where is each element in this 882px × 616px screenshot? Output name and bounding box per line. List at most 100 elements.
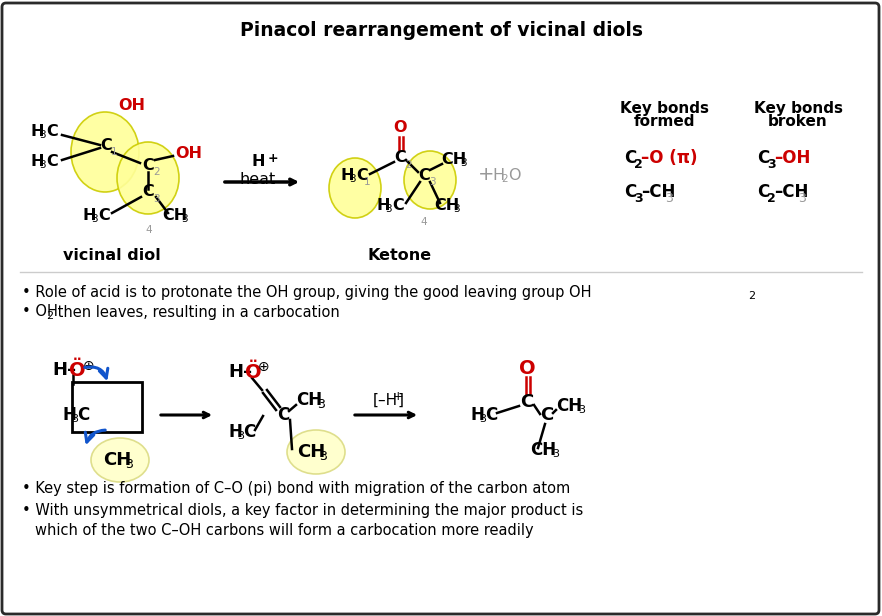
Text: H: H [30,124,43,139]
Ellipse shape [91,438,149,482]
Text: 3: 3 [317,397,325,410]
Text: H: H [376,198,390,213]
Text: 3: 3 [71,414,78,424]
Text: C: C [418,168,430,182]
Text: formed: formed [634,115,696,129]
Text: 3: 3 [319,450,327,463]
Text: 3: 3 [153,194,160,204]
Text: C: C [394,150,406,166]
Text: C: C [624,183,636,201]
Text: Key bonds: Key bonds [621,100,709,116]
Text: C: C [277,406,289,424]
Text: C: C [98,208,109,222]
Text: 3: 3 [634,192,643,205]
Text: OH: OH [118,97,145,113]
Text: 3: 3 [237,431,244,441]
Text: C: C [77,406,89,424]
Text: H: H [82,208,95,222]
Text: • Role of acid is to protonate the OH group, giving the good leaving group OH: • Role of acid is to protonate the OH gr… [22,285,592,299]
Text: CH: CH [434,198,460,213]
Text: +: + [478,166,495,185]
Text: 2: 2 [501,174,508,184]
Text: • OH: • OH [22,304,58,320]
Text: 2: 2 [405,160,412,170]
Text: C: C [46,155,57,169]
Text: vicinal diol: vicinal diol [64,248,161,262]
Text: –CH: –CH [774,183,809,201]
Text: H–: H– [228,363,252,381]
Text: 3: 3 [181,214,188,224]
Text: 2: 2 [634,158,643,171]
Text: C: C [142,185,153,200]
Text: 3: 3 [39,131,46,140]
Text: 1: 1 [111,147,117,157]
Text: –OH: –OH [774,149,811,167]
Text: CH: CH [162,208,187,222]
Text: 2: 2 [153,167,160,177]
Text: H–: H– [52,361,76,379]
Text: CH: CH [556,397,582,415]
Text: Key bonds: Key bonds [753,100,842,116]
Text: 2: 2 [46,311,53,321]
Text: 3: 3 [349,174,355,184]
Text: 4: 4 [146,225,153,235]
Text: C: C [757,149,769,167]
Ellipse shape [329,158,381,218]
Text: O: O [519,359,535,378]
Text: Ö: Ö [69,360,86,379]
Text: CH: CH [530,441,557,459]
Text: +: + [268,153,279,166]
Text: • Key step is formation of C–O (pi) bond with migration of the carbon atom: • Key step is formation of C–O (pi) bond… [22,480,571,495]
Text: Ketone: Ketone [368,248,432,262]
Text: O: O [393,121,407,136]
Text: –O (π): –O (π) [641,149,698,167]
Text: –CH: –CH [641,183,676,201]
Text: 1: 1 [364,177,370,187]
Text: CH: CH [441,153,467,168]
Text: +: + [393,389,404,402]
Text: then leaves, resulting in a carbocation: then leaves, resulting in a carbocation [53,304,340,320]
Text: 3: 3 [665,192,673,205]
Text: 3: 3 [578,405,585,415]
FancyArrowPatch shape [86,430,105,442]
Text: C: C [392,198,404,213]
Text: O: O [508,168,520,182]
Text: 3: 3 [798,192,806,205]
Ellipse shape [404,151,456,209]
Text: ]: ] [398,392,404,408]
Text: OH: OH [175,145,202,161]
Text: Pinacol rearrangement of vicinal diols: Pinacol rearrangement of vicinal diols [240,20,642,39]
Ellipse shape [287,430,345,474]
Text: 3: 3 [91,214,98,224]
Text: 3: 3 [39,161,46,171]
Text: H: H [492,168,505,182]
Text: H: H [62,406,76,424]
Text: 3: 3 [453,203,460,214]
Text: C: C [520,393,534,411]
Text: 3: 3 [429,177,436,187]
Text: 2: 2 [748,291,755,301]
Text: ⊕: ⊕ [258,360,270,374]
Text: H: H [30,155,43,169]
FancyBboxPatch shape [2,3,879,614]
Text: H: H [340,168,354,182]
Text: C: C [485,406,497,424]
Text: H: H [228,423,242,441]
Text: [–H: [–H [373,392,398,408]
Text: Ö: Ö [245,362,262,381]
Text: • With unsymmetrical diols, a key factor in determining the major product is: • With unsymmetrical diols, a key factor… [22,503,583,517]
Text: 3: 3 [125,458,133,471]
Text: 3: 3 [767,158,775,171]
Text: which of the two C–OH carbons will form a carbocation more readily: which of the two C–OH carbons will form … [35,522,534,538]
Text: 4: 4 [421,217,427,227]
Text: 3: 3 [385,203,392,214]
Text: C: C [356,168,368,182]
Text: 3: 3 [460,158,467,169]
Text: H: H [470,406,484,424]
Ellipse shape [71,112,139,192]
Text: C: C [757,183,769,201]
Text: 3: 3 [479,414,486,424]
Text: CH: CH [296,391,322,409]
Text: ⊕: ⊕ [83,359,94,373]
Text: C: C [46,124,57,139]
